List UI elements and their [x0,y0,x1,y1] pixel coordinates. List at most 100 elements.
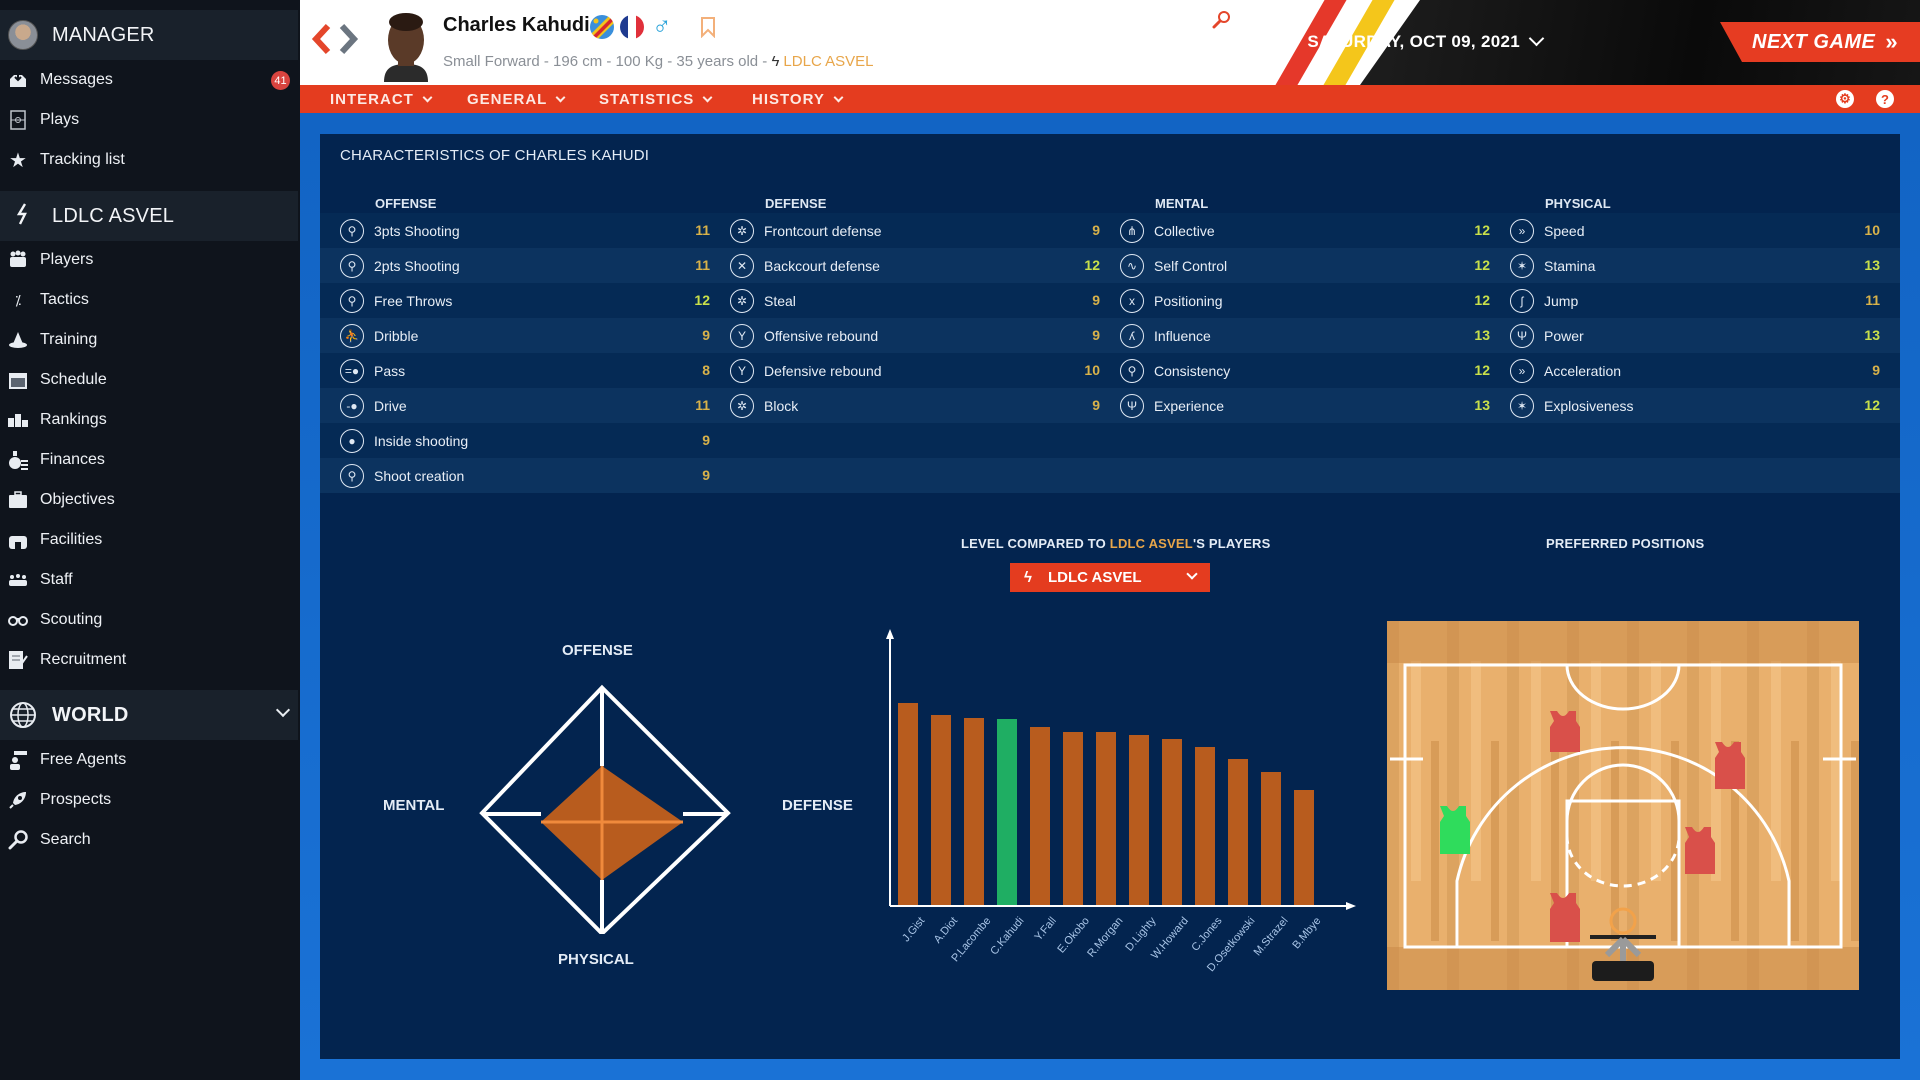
jersey-point-guard[interactable] [1550,893,1580,942]
bar-p-lacombe[interactable] [964,718,984,905]
stat-collective[interactable]: ⋔ Collective 12 [1120,213,1490,248]
jersey-center[interactable] [1685,827,1715,874]
bar-m-strazel[interactable] [1261,772,1281,905]
current-date[interactable]: SATURDAY, OCT 09, 2021 [1307,32,1520,51]
tab-history[interactable]: HISTORY [752,85,844,113]
bar-a-diot[interactable] [931,715,951,905]
stat-explosiveness[interactable]: ✶ Explosiveness 12 [1510,388,1880,423]
forward-arrow-icon[interactable] [338,22,360,63]
stat-inside-shooting[interactable]: ● Inside shooting 9 [340,423,710,458]
heartbeat-icon: ∿ [1120,253,1144,278]
stat-positioning[interactable]: x Positioning 12 [1120,283,1490,318]
stat-self-control[interactable]: ∿ Self Control 12 [1120,248,1490,283]
sidebar-item-plays[interactable]: Plays [0,102,298,138]
sidebar-item-search[interactable]: Search [0,822,298,858]
tab-general[interactable]: GENERAL [467,85,566,113]
sidebar-item-players[interactable]: Players [0,242,298,278]
stat-steal[interactable]: ✲ Steal 9 [730,283,1100,318]
jersey-small-forward-highlighted[interactable] [1440,806,1470,854]
sidebar-item-training[interactable]: Training [0,322,298,358]
consistency-icon: ⚲ [1120,358,1144,383]
table-row [320,423,1900,458]
stat-influence[interactable]: ʎ Influence 13 [1120,318,1490,353]
stat-dribble[interactable]: ⛹ Dribble 9 [340,318,710,353]
sidebar-item-facilities[interactable]: Facilities [0,522,298,558]
tab-interact[interactable]: INTERACT [330,85,433,113]
backcourt-defense-icon: ✕ [730,253,754,278]
radar-chart [479,684,731,934]
stat-backcourt-defense[interactable]: ✕ Backcourt defense 12 [730,248,1100,283]
stat-acceleration[interactable]: » Acceleration 9 [1510,353,1880,388]
stat-2pts-shooting[interactable]: ⚲ 2pts Shooting 11 [340,248,710,283]
sidebar-item-messages[interactable]: Messages 41 [0,62,298,98]
sidebar-item-label: Staff [40,571,73,588]
bar-j-gist[interactable] [898,703,918,905]
search-player-icon[interactable] [1212,10,1232,35]
bookmark-icon[interactable] [700,16,716,43]
next-game-button[interactable]: NEXT GAME » [1720,22,1920,62]
table-row [320,458,1900,493]
settings-gear-icon[interactable]: ⚙ [1836,90,1854,108]
back-arrow-icon[interactable] [310,22,332,63]
stat-shoot-creation[interactable]: ⚲ Shoot creation 9 [340,458,710,493]
stat-power[interactable]: Ψ Power 13 [1510,318,1880,353]
sidebar-item-recruitment[interactable]: Recruitment [0,642,298,678]
stat-value: 13 [1474,397,1490,413]
sidebar-section-team[interactable]: LDLC ASVEL [0,191,298,241]
stat-drive[interactable]: -● Drive 11 [340,388,710,423]
sidebar-item-label: Rankings [40,411,107,428]
player-team-link[interactable]: LDLC ASVEL [783,53,874,70]
stat-offensive-rebound[interactable]: Y Offensive rebound 9 [730,318,1100,353]
sidebar-item-finances[interactable]: Finances [0,442,298,478]
bar-r-morgan[interactable] [1096,732,1116,905]
help-icon[interactable]: ? [1876,90,1894,108]
stat-frontcourt-defense[interactable]: ✲ Frontcourt defense 9 [730,213,1100,248]
stat-value: 8 [702,362,710,378]
tab-statistics[interactable]: STATISTICS [599,85,713,113]
training-cone-icon [8,330,28,350]
sidebar-item-schedule[interactable]: Schedule [0,362,298,398]
radar-label-offense: OFFENSE [562,642,633,659]
sidebar-item-scouting[interactable]: Scouting [0,602,298,638]
bar-e-okobo[interactable] [1063,732,1083,905]
sidebar-item-tactics[interactable]: ⁒ Tactics [0,282,298,318]
jersey-shooting-guard[interactable] [1550,711,1580,752]
stat-jump[interactable]: ʃ Jump 11 [1510,283,1880,318]
sidebar-section-manager[interactable]: MANAGER [0,10,298,60]
bar-w-howard[interactable] [1162,739,1182,905]
bar-y-fall[interactable] [1030,727,1050,905]
sidebar-section-world[interactable]: WORLD [0,690,298,740]
bar-c-kahudi[interactable] [997,719,1017,905]
stat-pass[interactable]: =● Pass 8 [340,353,710,388]
sidebar-item-free-agents[interactable]: Free Agents [0,742,298,778]
magnifier-icon [8,830,28,850]
bar-b-mbye[interactable] [1294,790,1314,905]
sidebar-item-objectives[interactable]: Objectives [0,482,298,518]
team-select-dropdown[interactable]: ϟ LDLC ASVEL [1010,563,1210,592]
stat-experience[interactable]: Ψ Experience 13 [1120,388,1490,423]
stat-speed[interactable]: » Speed 10 [1510,213,1880,248]
stat-block[interactable]: ✲ Block 9 [730,388,1100,423]
chevron-down-icon[interactable] [275,702,291,718]
stat-consistency[interactable]: ⚲ Consistency 12 [1120,353,1490,388]
sidebar-item-prospects[interactable]: Prospects [0,782,298,818]
sidebar-item-rankings[interactable]: Rankings [0,402,298,438]
tab-label: INTERACT [330,90,414,108]
team-logo-icon: ϟ [771,53,780,70]
sidebar-item-tracking-list[interactable]: ★ Tracking list [0,142,298,178]
team-select-value: LDLC ASVEL [1047,569,1142,586]
stat-3pts-shooting[interactable]: ⚲ 3pts Shooting 11 [340,213,710,248]
shoot-creation-icon: ⚲ [340,463,364,488]
stat-free-throws[interactable]: ⚲ Free Throws 12 [340,283,710,318]
steal-icon: ✲ [730,288,754,313]
stat-defensive-rebound[interactable]: Y Defensive rebound 10 [730,353,1100,388]
stat-label: Self Control [1154,257,1228,274]
sidebar-item-staff[interactable]: Staff [0,562,298,598]
bar-d-lighty[interactable] [1129,735,1149,905]
jersey-power-forward[interactable] [1715,742,1745,789]
stat-value: 9 [1092,327,1100,343]
bar-c-jones[interactable] [1195,747,1215,905]
stat-stamina[interactable]: ✶ Stamina 13 [1510,248,1880,283]
bar-d-osetkowski[interactable] [1228,759,1248,905]
player-tabs-bar: INTERACT GENERAL STATISTICS HISTORY ⚙ ? [300,85,1920,113]
